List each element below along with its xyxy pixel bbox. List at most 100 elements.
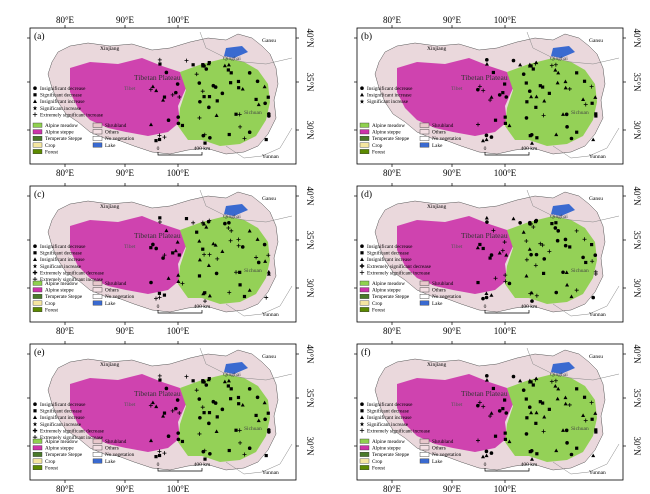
- legend-symbol: [359, 270, 365, 275]
- station-marker: [524, 397, 528, 401]
- station-marker: [170, 92, 175, 97]
- place-name: Tibetan Plateau: [134, 389, 181, 398]
- station-marker: [197, 257, 202, 262]
- station-marker: [593, 95, 598, 99]
- landcover-label: Crop: [372, 143, 383, 149]
- landcover-label: Lake: [105, 459, 116, 465]
- landcover-swatch: [92, 122, 103, 128]
- station-marker: [593, 411, 598, 415]
- station-marker: [476, 122, 481, 127]
- station-marker: [220, 407, 225, 412]
- trend-legend-label: Insignificant decrease: [367, 243, 413, 250]
- station-marker: [176, 279, 181, 283]
- station-marker: [531, 225, 536, 230]
- legend-symbol: [360, 415, 364, 419]
- place-name: Sichuan: [571, 110, 589, 116]
- station-marker: [491, 386, 495, 391]
- legend-symbol: [32, 270, 38, 275]
- station-marker: [162, 293, 167, 297]
- trend-legend-label: Significant increase: [40, 105, 82, 112]
- lake-region: [551, 362, 575, 374]
- station-marker: [215, 256, 220, 261]
- station-marker: [191, 379, 195, 383]
- place-name: Sichuan: [244, 426, 262, 432]
- alpine-meadow-region: [505, 374, 597, 462]
- landcover-label: Lake: [432, 143, 443, 149]
- lon-label: 90°E: [116, 15, 135, 25]
- station-marker: [477, 84, 482, 89]
- place-name: Xinjiang: [100, 362, 119, 368]
- lake-region: [224, 204, 248, 216]
- place-name: Tibetan Plateau: [134, 231, 181, 240]
- alpine-meadow-region: [178, 58, 270, 146]
- station-marker: [236, 243, 241, 248]
- station-marker: [528, 134, 532, 138]
- province-boundary: [526, 31, 620, 65]
- alpine-meadow-region: [505, 216, 597, 304]
- station-marker: [264, 295, 269, 300]
- station-marker: [176, 431, 181, 435]
- station-marker: [530, 299, 534, 303]
- station-marker: [207, 376, 211, 381]
- place-name: Qinghai: [550, 372, 568, 378]
- station-marker: [564, 270, 569, 274]
- lon-label: 90°E: [443, 168, 462, 178]
- station-marker: [590, 101, 594, 105]
- station-marker: [484, 215, 489, 220]
- trend-legend-label: Extremely significant increase: [367, 427, 431, 434]
- station-marker: [175, 240, 180, 244]
- landcover-swatch: [32, 129, 43, 135]
- legend-symbol: [32, 435, 38, 440]
- station-marker: [234, 112, 238, 116]
- station-marker: [164, 386, 169, 391]
- station-marker: [238, 283, 242, 287]
- lat-label: 40°N: [632, 28, 642, 48]
- panel-e: (e) Xinjiang Gansu Qinghai Tibetan Plateau Ti…: [13, 338, 315, 494]
- station-marker: [240, 245, 245, 249]
- landcover-swatch: [419, 445, 430, 451]
- station-marker: [569, 294, 574, 299]
- place-name: Tibet: [124, 402, 136, 408]
- landcover-label: Lake: [432, 301, 443, 307]
- legend-symbol: [32, 428, 38, 433]
- lat-label: 35°N: [305, 230, 315, 250]
- station-marker: [527, 247, 532, 251]
- station-marker: [254, 255, 259, 260]
- station-marker: [500, 248, 505, 253]
- landcover-label: Lake: [432, 459, 443, 465]
- station-marker: [528, 220, 532, 225]
- landcover-swatch: [359, 280, 370, 286]
- station-marker: [481, 296, 485, 301]
- trend-legend-label: Extremely significant increase: [40, 276, 104, 283]
- station-marker: [553, 62, 558, 67]
- station-marker: [256, 260, 261, 265]
- station-marker: [206, 219, 211, 224]
- station-marker: [174, 406, 178, 411]
- station-marker: [211, 241, 216, 246]
- station-marker: [207, 421, 211, 426]
- station-marker: [220, 91, 225, 96]
- station-marker: [229, 228, 234, 233]
- station-marker: [161, 414, 166, 418]
- station-marker: [569, 452, 574, 457]
- place-name: Gansu: [262, 354, 276, 360]
- landcover-swatch: [32, 293, 43, 299]
- landcover-label: Others: [105, 446, 119, 452]
- place-name: Tibet: [451, 402, 463, 408]
- legend-symbol: [359, 428, 365, 433]
- landcover-swatch: [92, 300, 103, 306]
- landcover-label: Crop: [45, 301, 56, 307]
- lake-region: [224, 46, 248, 58]
- trend-legend-label: Significant decrease: [40, 92, 83, 99]
- station-marker: [591, 137, 596, 142]
- province-boundary: [526, 347, 620, 381]
- station-marker: [553, 226, 558, 230]
- station-marker: [590, 242, 594, 247]
- station-marker: [150, 400, 155, 405]
- legend-symbol: [32, 112, 38, 117]
- lon-label: 80°E: [383, 168, 402, 178]
- landcover-label: Others: [105, 288, 119, 294]
- landcover-label: Alpine meadow: [372, 439, 405, 445]
